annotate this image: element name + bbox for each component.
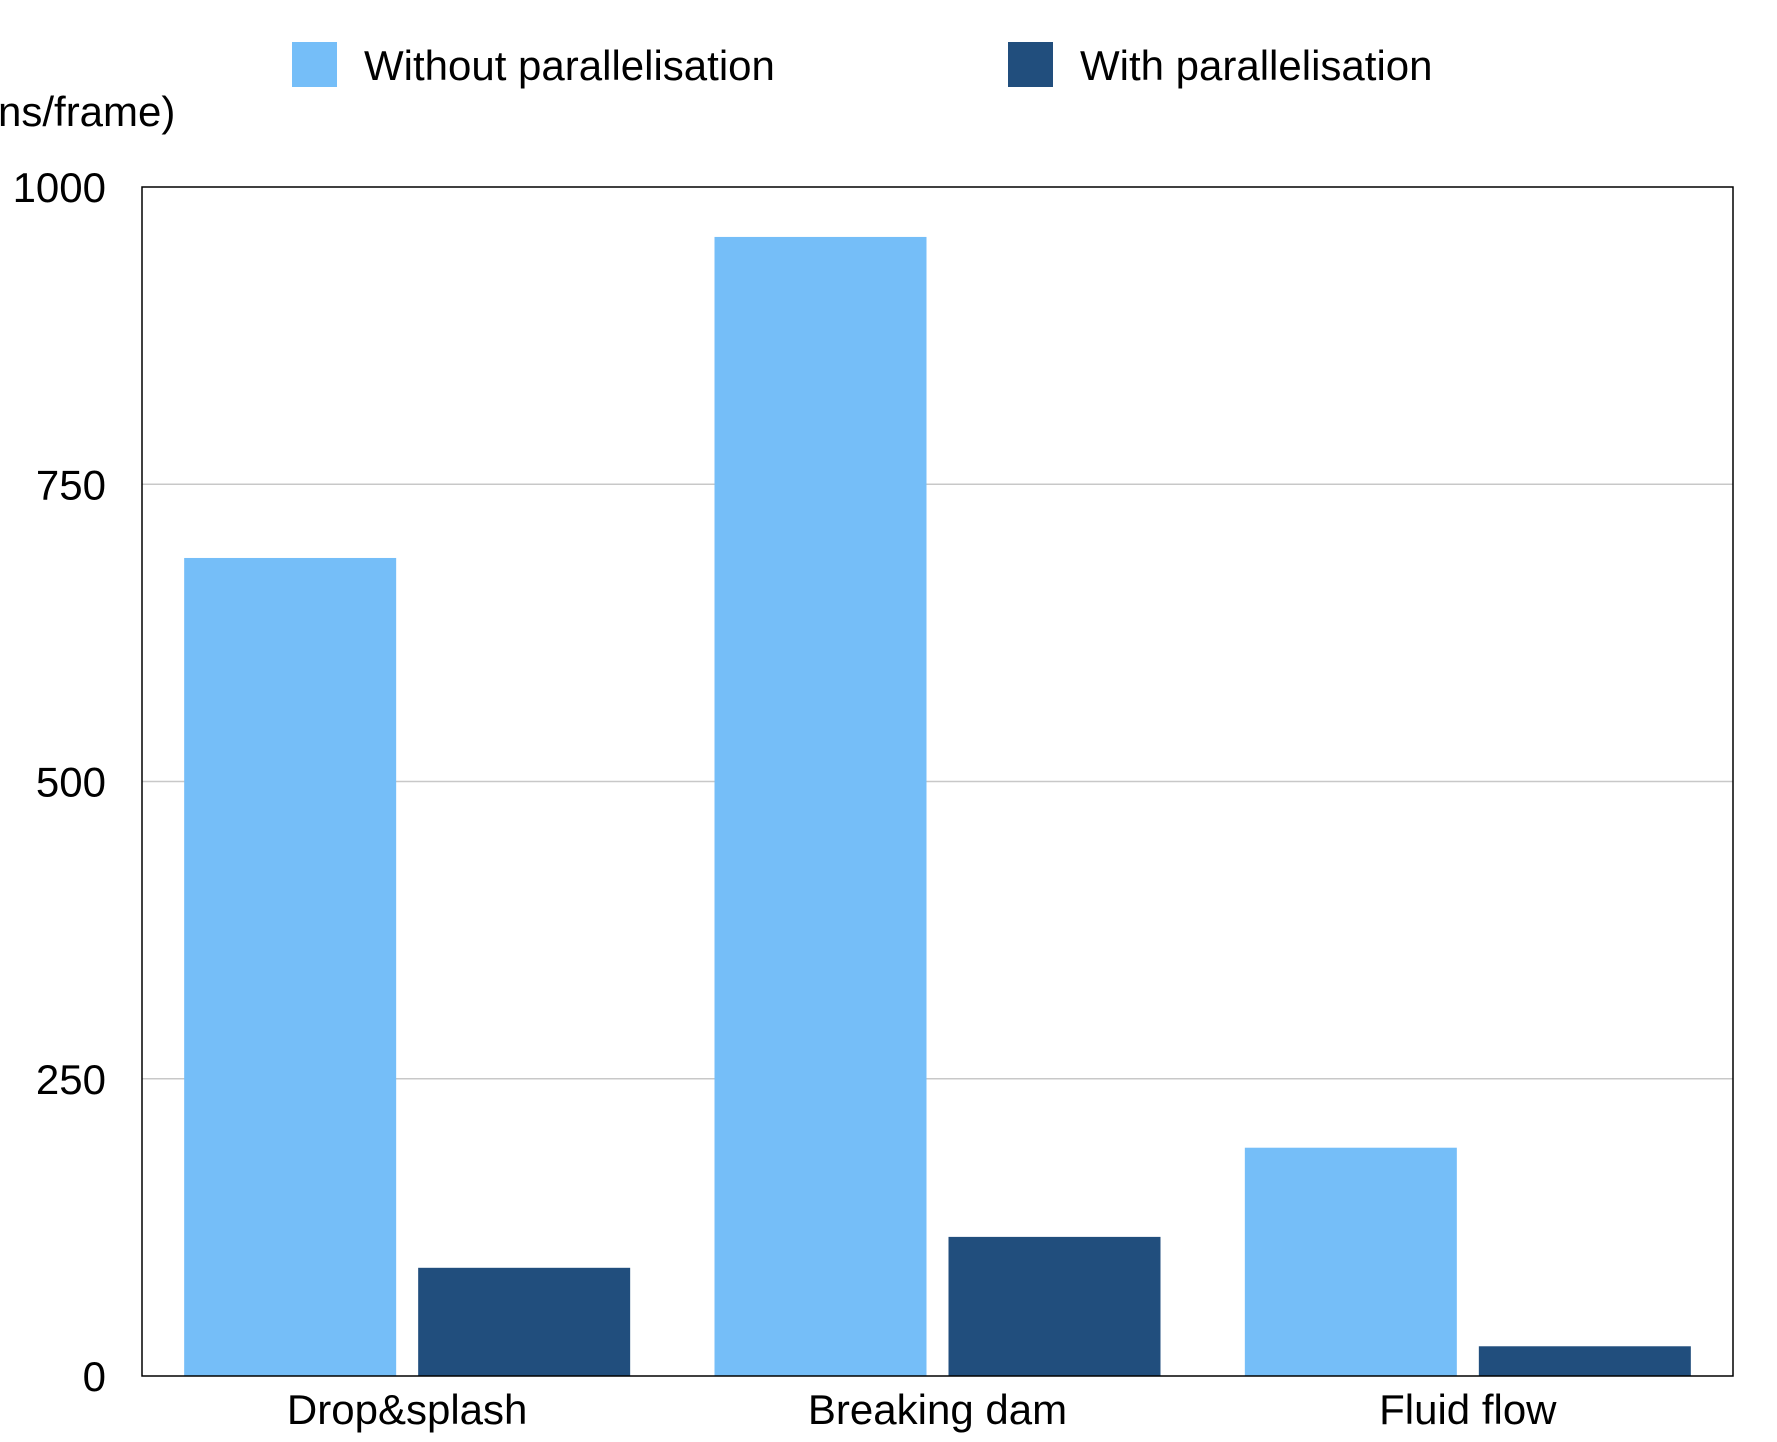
legend-swatch bbox=[292, 42, 337, 87]
legend: Without parallelisation With parallelisat… bbox=[292, 42, 1433, 89]
legend-swatch bbox=[1008, 42, 1053, 87]
bar-without-parallelisation bbox=[714, 236, 927, 1377]
y-tick-label: 1000 bbox=[13, 164, 106, 211]
bar-with-parallelisation bbox=[418, 1267, 631, 1376]
bar-with-parallelisation bbox=[948, 1236, 1161, 1376]
x-category-label: Breaking dam bbox=[808, 1386, 1067, 1433]
x-category-label: Drop&splash bbox=[287, 1386, 527, 1433]
bar-without-parallelisation bbox=[184, 557, 397, 1376]
y-tick-label: 750 bbox=[36, 461, 106, 508]
x-axis-category-labels: Drop&splash Breaking dam Fluid flow bbox=[287, 1386, 1557, 1433]
plot-area-frame bbox=[141, 186, 1734, 1377]
gridlines bbox=[142, 483, 1733, 1080]
y-axis-tick-labels: 0 250 500 750 1000 bbox=[13, 164, 106, 1400]
y-axis-label: ns/frame) bbox=[0, 88, 175, 135]
legend-label: Without parallelisation bbox=[364, 42, 775, 89]
y-tick-label: 250 bbox=[36, 1056, 106, 1103]
bar-with-parallelisation bbox=[1478, 1346, 1691, 1376]
bar-without-parallelisation bbox=[1244, 1147, 1457, 1376]
y-tick-label: 500 bbox=[36, 759, 106, 806]
y-tick-label: 0 bbox=[83, 1353, 106, 1400]
legend-label: With parallelisation bbox=[1080, 42, 1433, 89]
bars bbox=[184, 236, 1691, 1377]
x-category-label: Fluid flow bbox=[1379, 1386, 1557, 1433]
